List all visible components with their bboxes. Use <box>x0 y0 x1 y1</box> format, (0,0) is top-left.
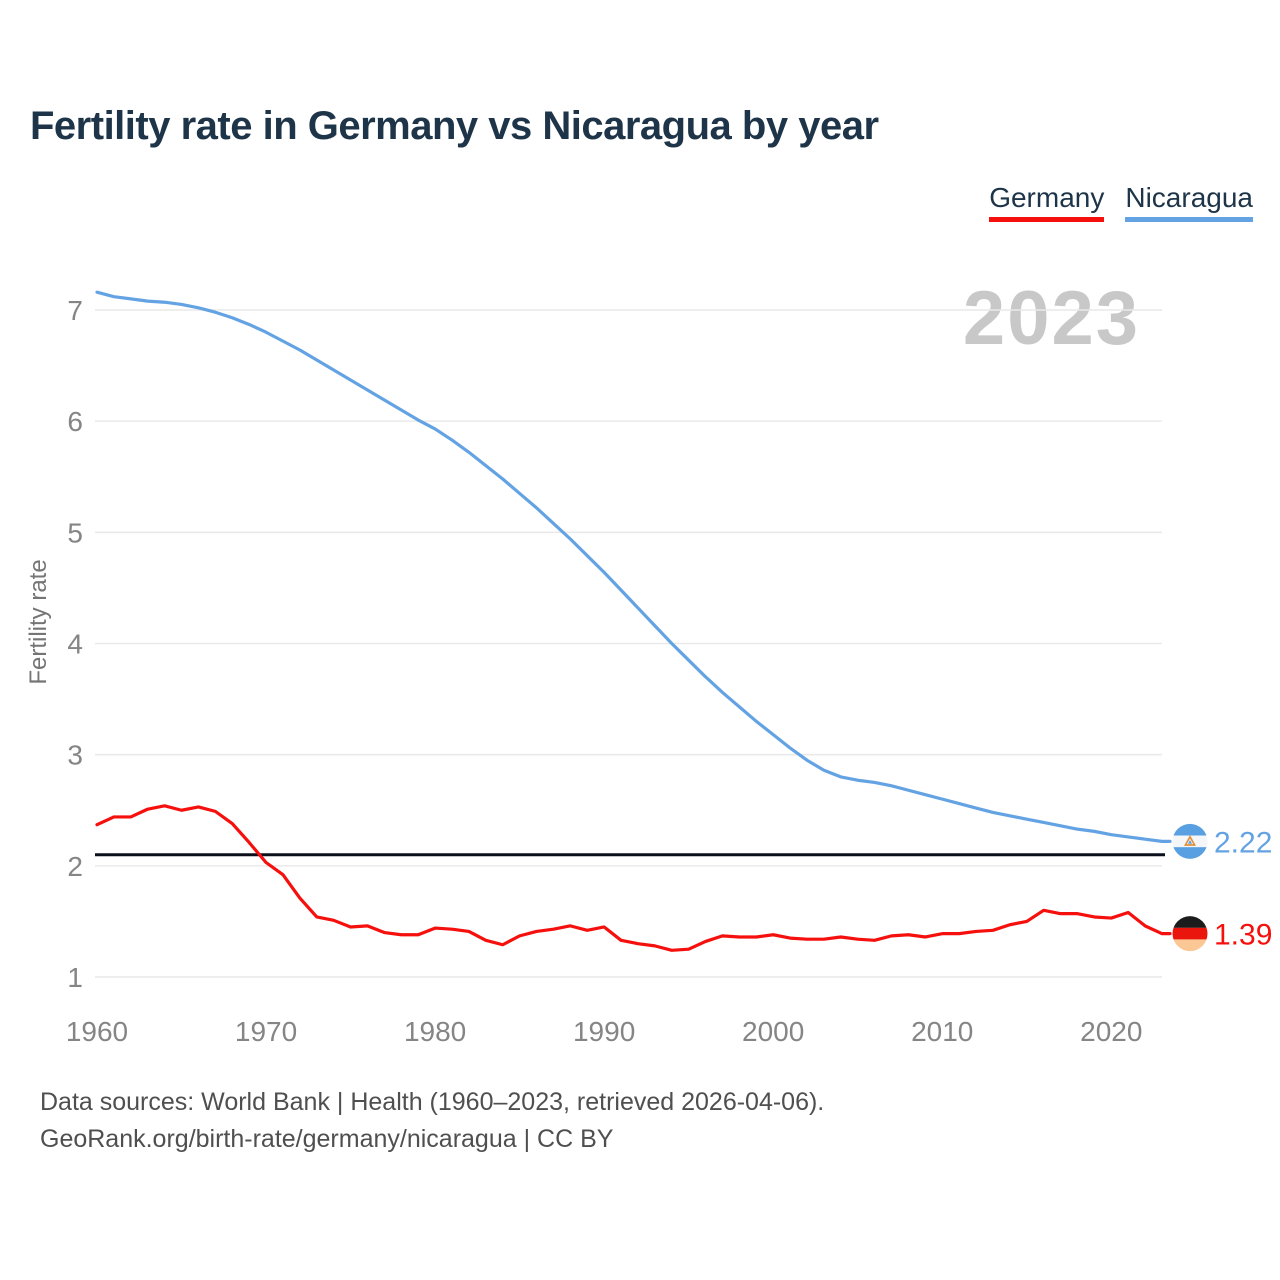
y-tick-label: 3 <box>67 740 83 771</box>
x-tick-label: 2000 <box>742 1016 804 1047</box>
x-tick-label: 2010 <box>911 1016 973 1047</box>
nicaragua-emblem-center <box>1187 839 1193 844</box>
watermark-year: 2023 <box>963 276 1140 361</box>
y-tick-label: 6 <box>67 406 83 437</box>
x-tick-label: 1980 <box>404 1016 466 1047</box>
y-axis-title: Fertility rate <box>25 559 52 684</box>
legend-label-germany: Germany <box>989 182 1105 213</box>
y-tick-label: 2 <box>67 851 83 882</box>
nicaragua-flag-icon <box>1172 823 1208 859</box>
germany-flag-gold-band <box>1172 939 1208 952</box>
legend-item-nicaragua[interactable]: Nicaragua <box>1125 182 1253 223</box>
germany-flag-icon <box>1172 916 1208 952</box>
page-title: Fertility rate in Germany vs Nicaragua b… <box>30 104 879 148</box>
legend-label-nicaragua: Nicaragua <box>1125 182 1253 213</box>
germany-flag-red-band <box>1172 927 1208 940</box>
chart-footer: Data sources: World Bank | Health (1960–… <box>40 1084 824 1158</box>
germany-end-value: 1.39 <box>1214 919 1272 952</box>
germany-flag-black-band <box>1172 916 1208 928</box>
x-tick-label: 1970 <box>235 1016 297 1047</box>
chart-legend: Germany Nicaragua <box>989 182 1253 223</box>
x-tick-label: 1990 <box>573 1016 635 1047</box>
y-tick-label: 4 <box>67 629 83 660</box>
x-tick-label: 1960 <box>66 1016 128 1047</box>
x-tick-label: 2020 <box>1080 1016 1142 1047</box>
y-tick-label: 7 <box>67 295 83 326</box>
attribution-link[interactable]: GeoRank.org/birth-rate/germany/nicaragua… <box>40 1125 614 1153</box>
data-sources-line: Data sources: World Bank | Health (1960–… <box>40 1088 825 1116</box>
series-lines <box>95 290 1172 952</box>
nicaragua-line <box>95 290 1172 843</box>
legend-item-germany[interactable]: Germany <box>989 182 1105 223</box>
gridlines <box>95 309 1162 978</box>
x-axis-tick-labels: 1960 1970 1980 1990 2000 2010 2020 <box>66 1016 1143 1047</box>
y-axis-tick-labels: 1 2 3 4 5 6 7 <box>67 295 83 993</box>
nicaragua-flag-bottom-band <box>1172 847 1208 859</box>
nicaragua-end-value: 2.22 <box>1214 826 1272 859</box>
germany-line <box>95 804 1172 952</box>
nicaragua-flag-top-band <box>1172 823 1208 836</box>
y-tick-label: 5 <box>67 517 83 548</box>
y-tick-label: 1 <box>67 962 83 993</box>
